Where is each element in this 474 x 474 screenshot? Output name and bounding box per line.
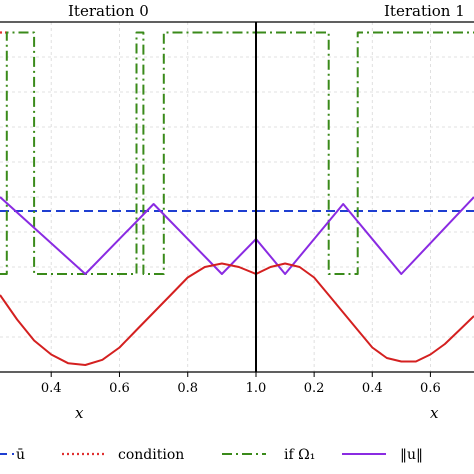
legend-label-1: condition — [118, 447, 184, 463]
tick-label-0-3: 1.0 — [246, 381, 267, 396]
panel-iteration-1: Iteration 1 0.2 0.4 0.6 x — [256, 2, 474, 422]
series-line-2-panel-0 — [0, 31, 256, 275]
tick-label-1-1: 0.4 — [362, 381, 383, 396]
tick-label-1-2: 0.6 — [420, 381, 441, 396]
series-line-4-panel-1 — [256, 262, 474, 363]
panel-iteration-0: Iteration 0 0.4 0.6 0.8 1.0 x — [0, 2, 266, 422]
legend-label-3: ‖u‖ — [400, 447, 423, 463]
tick-label-0-0: 0.4 — [41, 381, 62, 396]
x-axis-label-1: x — [430, 404, 439, 422]
legend-label-0: ū — [16, 447, 25, 463]
legend-label-2: if Ω₁ — [284, 447, 315, 463]
series-line-4-panel-0 — [0, 262, 256, 366]
legend: ū condition if Ω₁ ‖u‖ — [0, 447, 423, 463]
panel-title-0: Iteration 0 — [68, 2, 149, 20]
series-line-2-panel-1 — [256, 31, 474, 275]
series-line-3-panel-1 — [256, 196, 474, 275]
x-axis-label-0: x — [75, 404, 84, 422]
tick-label-1-0: 0.2 — [304, 381, 325, 396]
panel-title-1: Iteration 1 — [384, 2, 465, 20]
series-line-3-panel-0 — [0, 196, 256, 275]
tick-label-0-1: 0.6 — [109, 381, 130, 396]
tick-label-0-2: 0.8 — [177, 381, 198, 396]
